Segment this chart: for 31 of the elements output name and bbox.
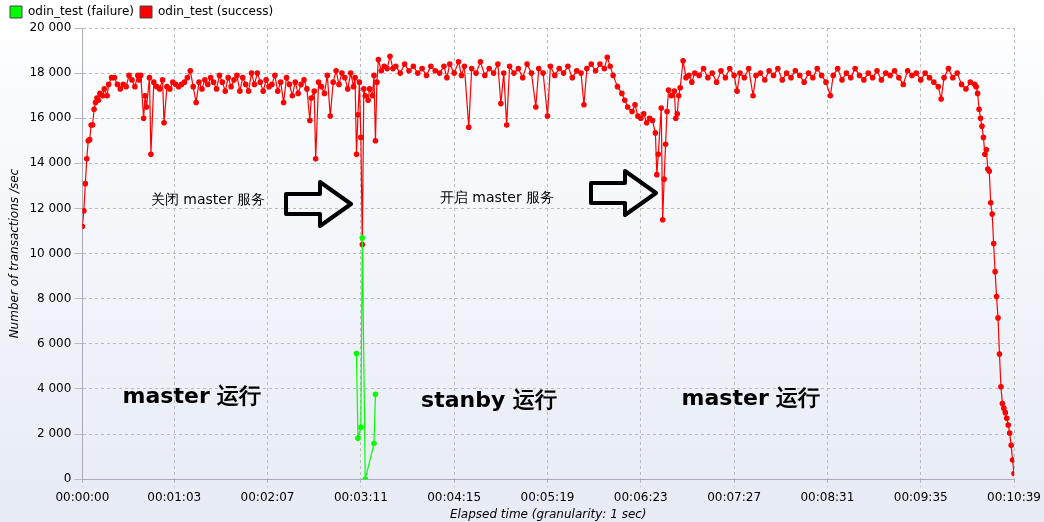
x-tick-label: 00:10:39 <box>987 489 1042 504</box>
annotation: 关闭 master 服务 <box>150 190 266 207</box>
annotation: master 运行 <box>681 384 821 410</box>
x-tick-label: 00:07:27 <box>707 489 762 504</box>
annotation: master 运行 <box>122 382 262 408</box>
y-tick-label: 4 000 <box>37 381 72 396</box>
y-tick-label: 14 000 <box>29 155 72 170</box>
y-axis-title: Number of transactions /sec <box>7 168 22 339</box>
annotation: 开启 master 服务 <box>439 188 555 205</box>
legend-label: odin_test (success) <box>158 4 274 19</box>
x-tick-label: 00:02:07 <box>240 489 295 504</box>
y-tick-label: 2 000 <box>37 426 72 441</box>
x-tick-label: 00:09:35 <box>893 489 948 504</box>
x-tick-label: 00:00:00 <box>55 489 110 504</box>
y-tick-label: 6 000 <box>37 335 72 350</box>
x-tick-label: 00:08:31 <box>800 489 855 504</box>
y-tick-label: 18 000 <box>29 65 72 80</box>
x-tick-label: 00:06:23 <box>613 489 668 504</box>
x-tick-label: 00:04:15 <box>427 489 482 504</box>
x-axis-title: Elapsed time (granularity: 1 sec) <box>449 506 647 521</box>
annotation: stanby 运行 <box>421 386 557 412</box>
y-tick-label: 10 000 <box>29 245 72 260</box>
y-tick-label: 8 000 <box>37 290 72 305</box>
x-tick-label: 00:01:03 <box>147 489 202 504</box>
y-tick-label: 12 000 <box>29 200 72 215</box>
x-tick-label: 00:05:19 <box>520 489 575 504</box>
y-tick-label: 16 000 <box>29 110 72 125</box>
y-tick-label: 20 000 <box>29 20 72 35</box>
y-tick-label: 0 <box>63 471 72 486</box>
legend-label: odin_test (failure) <box>28 4 135 19</box>
x-tick-label: 00:03:11 <box>333 489 388 504</box>
